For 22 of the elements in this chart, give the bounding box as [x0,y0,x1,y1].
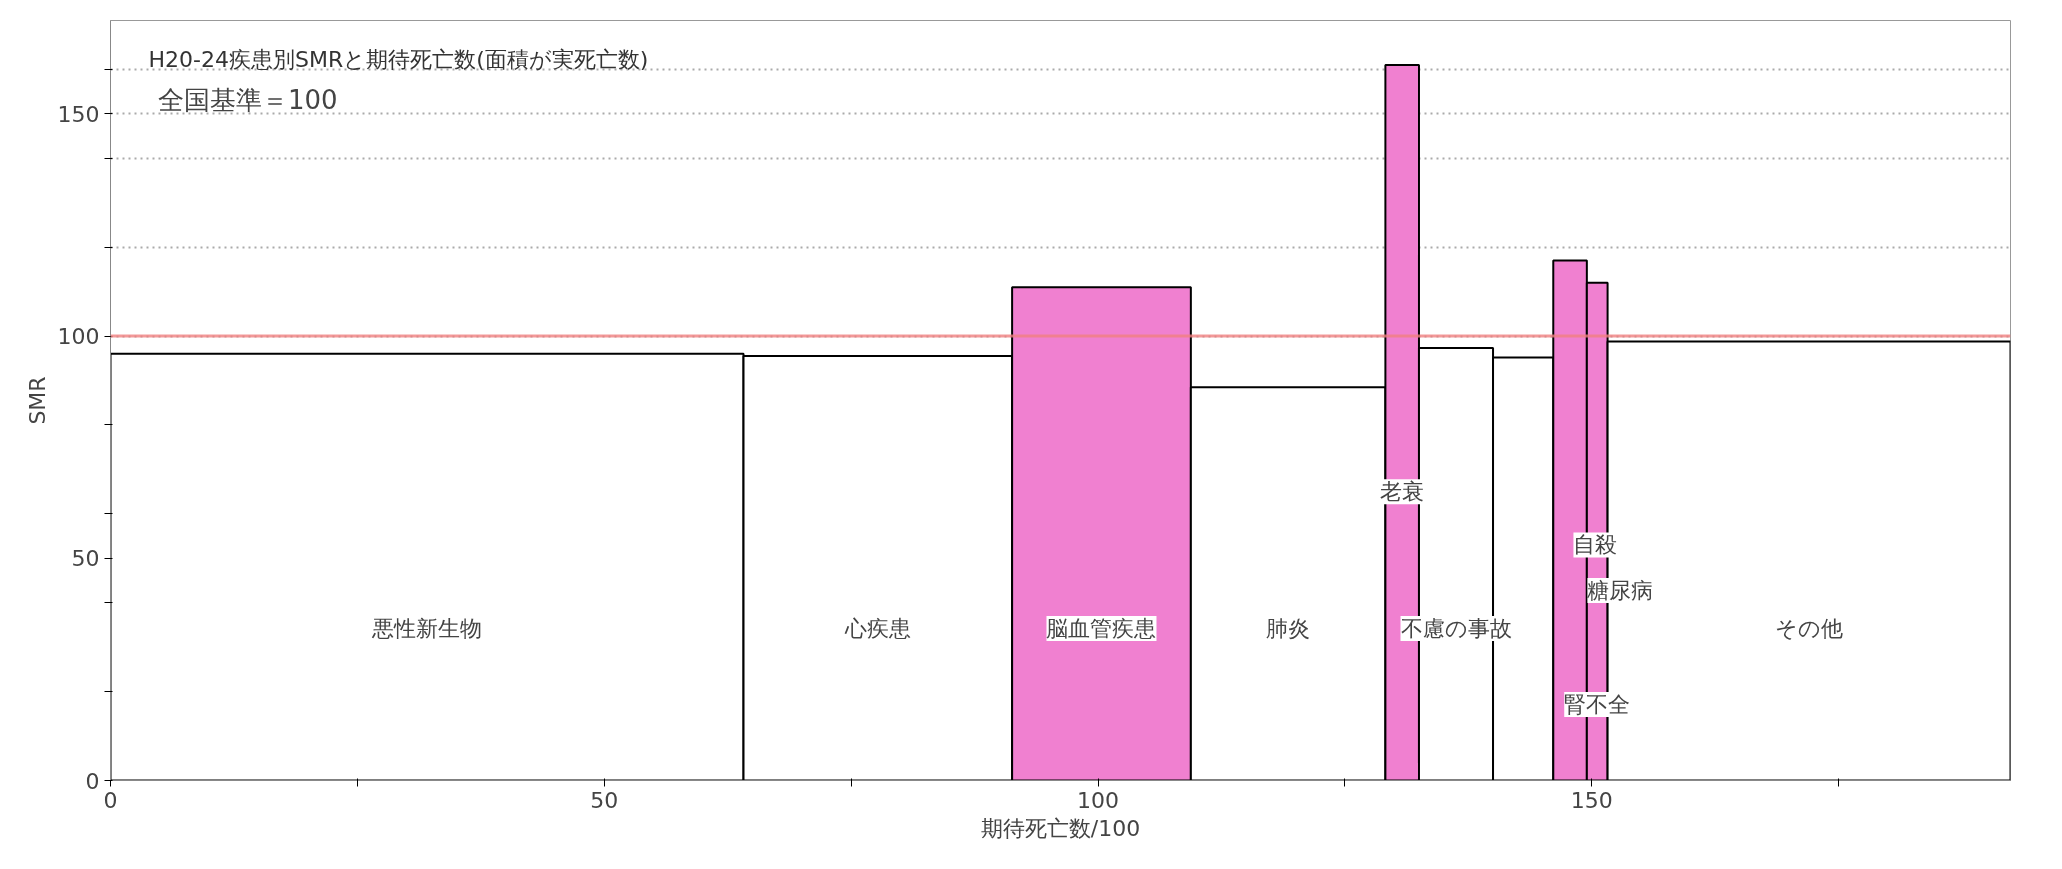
y-tick-label: 100 [57,324,100,350]
annotation: 不慮の事故 [1400,616,1512,641]
annotation: 肺炎 [1266,616,1311,641]
y-tick-label: 0 [85,768,100,794]
annotation: 腎不全 [1564,692,1631,717]
y-axis-title: SMR [24,376,50,425]
annotation: 糖尿病 [1587,578,1654,603]
annotation: 脳血管疾患 [1046,616,1157,641]
text: H20-24疾患別SMRと期待死亡数(面積が実死亡数) [148,47,649,73]
annotation: 自殺 [1573,532,1618,558]
annotation: その他 [1775,616,1844,641]
x-axis-title: 期待死亡数/100 [980,815,1141,841]
x-tick-label: 50 [590,787,619,813]
x-tick-label: 150 [1570,787,1613,813]
annotation: 老衰 [1380,479,1425,505]
x-tick-label: 100 [1077,787,1120,813]
y-tick-label: 150 [57,101,100,127]
annotation: 悪性新生物 [371,616,482,641]
annotation: 心疾患 [843,616,911,641]
x-tick-label: 0 [103,787,118,813]
y-tick-label: 50 [71,546,100,572]
text: 全国基準＝100 [158,85,338,116]
